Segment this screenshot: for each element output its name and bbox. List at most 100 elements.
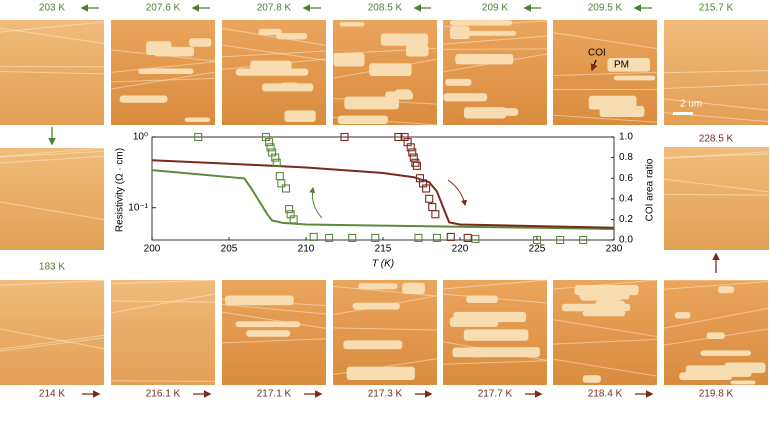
texture-patch <box>280 82 299 91</box>
area-ratio-point <box>309 232 318 241</box>
temperature-label: 228.5 K <box>699 134 734 145</box>
y2-tick-label: 0.0 <box>619 235 633 246</box>
texture-patch <box>344 96 399 110</box>
temperature-label: 215.7 K <box>699 3 734 14</box>
area-ratio-point <box>412 161 421 170</box>
texture-patch <box>452 347 485 358</box>
sequence-arrows <box>48 4 720 398</box>
area-ratio-point <box>275 172 284 181</box>
pm-label: PM <box>614 60 629 71</box>
texture-patch <box>394 89 412 95</box>
texture-line <box>663 193 770 196</box>
texture-patch <box>466 295 498 304</box>
texture-patch <box>445 78 472 86</box>
texture-line <box>0 70 105 75</box>
temperature-label: 217.3 K <box>368 389 403 400</box>
area-ratio-point <box>532 235 542 245</box>
texture-line <box>663 83 769 89</box>
scale-bar <box>673 112 693 115</box>
texture-patch <box>258 28 282 36</box>
area-ratio-point <box>409 153 418 162</box>
chart: T (K) Resistivity (Ω · cm) COI area rati… <box>115 132 656 270</box>
texture-patch <box>402 282 425 294</box>
area-ratio-point <box>271 153 280 162</box>
texture-patch <box>369 63 412 77</box>
texture-line <box>552 279 658 290</box>
area-ratio-point <box>277 179 286 188</box>
texture-line <box>0 147 105 157</box>
texture-line <box>0 279 105 286</box>
temperature-label: 203 K <box>39 3 65 14</box>
texture-line <box>0 201 105 221</box>
texture-line <box>552 114 658 123</box>
area-ratio-point <box>194 132 203 142</box>
area-ratio-point <box>285 205 294 214</box>
coi-label: COI <box>588 48 606 59</box>
texture-line <box>552 71 658 76</box>
x-tick-label: 230 <box>606 244 623 255</box>
area-ratio-point <box>406 143 415 152</box>
texture-line <box>442 360 548 365</box>
texture-patch <box>443 93 488 102</box>
texture-patch <box>588 95 637 110</box>
x-tick-label: 200 <box>144 244 161 255</box>
texture-line <box>110 380 216 382</box>
area-ratio-point <box>422 184 431 193</box>
coi-arrow <box>590 59 598 72</box>
area-ratio-point <box>579 235 588 245</box>
texture-line <box>0 337 105 352</box>
texture-patch <box>730 380 756 385</box>
texture-patch <box>284 110 316 123</box>
texture-line <box>663 280 769 290</box>
texture-patch <box>613 75 656 81</box>
temperature-label: 183 K <box>39 262 65 273</box>
micrograph <box>0 148 104 250</box>
temperature-label: 207.8 K <box>257 3 292 14</box>
cooling-arrow <box>309 186 323 219</box>
texture-line <box>0 155 105 164</box>
texture-patch <box>455 54 514 65</box>
texture-patch <box>119 95 168 103</box>
y2-tick-label: 0.2 <box>619 214 633 225</box>
y-tick-label: 10⁰ <box>133 132 148 143</box>
texture-patch <box>469 347 540 358</box>
texture-patch <box>346 366 415 381</box>
texture-line <box>552 338 658 345</box>
texture-line <box>663 151 770 160</box>
temperature-label: 214 K <box>39 389 65 400</box>
area-ratio-point <box>428 202 437 212</box>
texture-line <box>221 27 327 46</box>
area-ratio-point <box>281 184 291 193</box>
y2-tick-label: 0.8 <box>619 152 633 163</box>
texture-patch <box>339 22 365 27</box>
texture-patch <box>184 117 211 122</box>
texture-line <box>0 27 105 44</box>
area-ratio-point <box>432 233 441 242</box>
texture-patch <box>449 26 470 40</box>
texture-line <box>442 35 548 45</box>
texture-patch <box>449 20 513 26</box>
area-ratio-point <box>266 143 275 152</box>
area-ratio-point <box>394 132 403 142</box>
y2-tick-label: 0.4 <box>619 193 633 204</box>
texture-line <box>663 69 769 74</box>
micrograph <box>664 147 769 250</box>
temperature-label: 217.1 K <box>257 389 292 400</box>
micrograph <box>0 280 104 385</box>
texture-patch <box>700 350 752 356</box>
temperature-label: 219.8 K <box>699 389 734 400</box>
texture-line <box>0 150 105 158</box>
plot-frame <box>151 136 615 241</box>
texture-patch <box>337 115 388 125</box>
texture-patch <box>582 310 626 317</box>
texture-line <box>332 285 438 297</box>
area-ratio-point <box>348 233 357 242</box>
temperature-label: 208.5 K <box>368 3 403 14</box>
texture-patch <box>579 288 630 300</box>
texture-patch <box>146 41 172 56</box>
x-tick-label: 215 <box>375 244 392 255</box>
texture-patch <box>679 372 733 381</box>
x-tick-label: 225 <box>529 244 546 255</box>
texture-patch <box>674 312 691 319</box>
texture-patch <box>246 330 291 337</box>
